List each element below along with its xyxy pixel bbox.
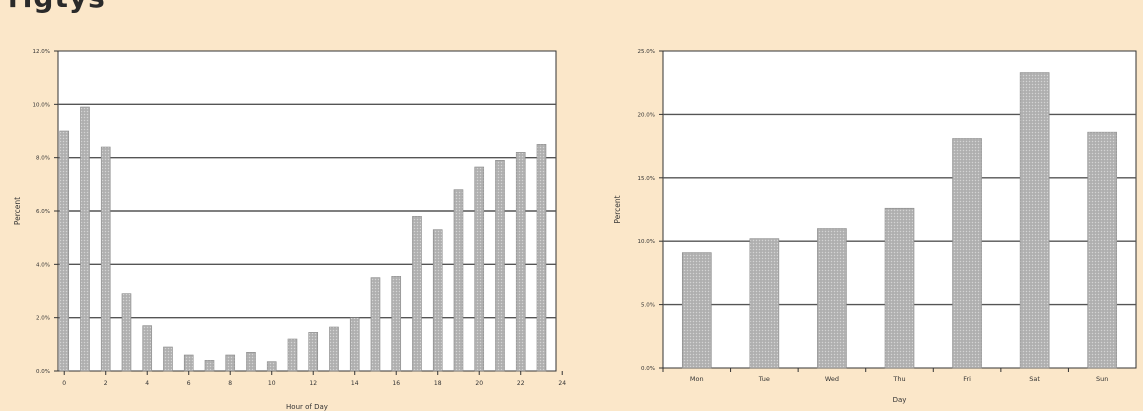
hour-chart-bar (412, 216, 422, 372)
day-chart-xtick-label: Sat (1029, 375, 1040, 383)
hour-chart-bar (100, 146, 111, 372)
hour-chart-xtick-label: 18 (434, 380, 442, 387)
day-chart-bar (1019, 72, 1050, 369)
hour-chart-bar (204, 360, 215, 372)
hour-chart-bar (59, 130, 70, 372)
day-chart-bar (817, 228, 847, 369)
day-chart-ytick-label: 20.0% (638, 112, 655, 118)
hour-chart-ytick-label: 12.0% (33, 49, 50, 55)
hour-chart-bar (474, 166, 485, 372)
day-chart-x-axis-title: Day (893, 396, 907, 404)
hour-chart-xtick-label: 8 (228, 380, 232, 387)
day-chart-xtick-label: Sun (1096, 375, 1108, 383)
hour-chart-xtick-label: 6 (187, 380, 191, 387)
hour-chart-bar (370, 277, 381, 372)
hour-chart-bar (142, 325, 153, 372)
hour-chart-bar (287, 338, 298, 372)
day-chart-ytick-label: 10.0% (638, 239, 655, 245)
hour-chart-x-axis-title: Hour of Day (286, 403, 328, 411)
hour-chart-ytick-label: 10.0% (33, 102, 50, 108)
day-chart-xtick-label: Thu (892, 375, 905, 383)
day-chart-ytick-label: 15.0% (638, 176, 655, 182)
day-chart-bar (749, 238, 780, 369)
hour-chart-bar (183, 354, 194, 372)
hour-chart-xtick-label: 2 (104, 380, 108, 387)
day-chart-xtick-label: Fri (963, 375, 971, 383)
day-chart-y-axis-title: Percent (613, 195, 622, 223)
hour-chart-bar (80, 106, 90, 372)
hour-chart-bar (308, 332, 319, 372)
day-chart-ytick-label: 25.0% (638, 49, 655, 55)
hour-chart-xtick-label: 10 (268, 380, 276, 387)
hour-chart-bar (329, 326, 339, 372)
hour-chart-bar (246, 352, 256, 372)
hour-chart-bar (495, 160, 505, 372)
hour-chart-xtick-label: 12 (309, 380, 317, 387)
hour-chart-bar (163, 346, 173, 372)
day-chart-bar (884, 207, 915, 369)
hour-chart-bar (266, 361, 277, 372)
hour-chart-ytick-label: 2.0% (36, 316, 50, 322)
hour-chart-bar (349, 317, 360, 372)
hour-chart-bar (121, 293, 132, 372)
hour-chart-xtick-label: 20 (475, 380, 483, 387)
day-chart-bar (1087, 131, 1118, 369)
cropped-heading-text: rigtys (8, 0, 228, 12)
day-chart-ytick-label: 5.0% (641, 303, 655, 309)
hour-chart-bar (432, 229, 443, 372)
hour-chart-ytick-label: 6.0% (36, 209, 50, 215)
hour-chart-y-axis-title: Percent (13, 197, 22, 225)
hour-chart-xtick-label: 16 (392, 380, 400, 387)
day-chart-ytick-label: 0.0% (641, 366, 655, 372)
day-chart-bar (681, 252, 712, 369)
hour-chart-bar (225, 354, 236, 372)
day-chart-bar (952, 138, 982, 369)
hour-chart-xtick-label: 22 (517, 380, 525, 387)
hour-chart-xtick-label: 4 (145, 380, 149, 387)
hour-chart-ytick-label: 4.0% (36, 262, 50, 268)
cropped-heading: rigtys (8, 0, 228, 26)
hour-chart-ytick-label: 8.0% (36, 156, 50, 162)
hour-chart-xtick-label: 24 (558, 380, 566, 387)
hour-chart-bar (453, 189, 464, 372)
day-chart-xtick-label: Wed (825, 375, 839, 383)
day-chart-xtick-label: Tue (758, 375, 770, 383)
hour-chart-xtick-label: 14 (351, 380, 359, 387)
day-chart-xtick-label: Mon (690, 375, 704, 383)
hour-chart-xtick-label: 0 (62, 380, 66, 387)
hour-chart-bar (391, 276, 402, 372)
hour-chart-bar (536, 144, 547, 372)
hour-chart-bar (515, 152, 526, 372)
hour-chart-ytick-label: 0.0% (36, 369, 50, 375)
